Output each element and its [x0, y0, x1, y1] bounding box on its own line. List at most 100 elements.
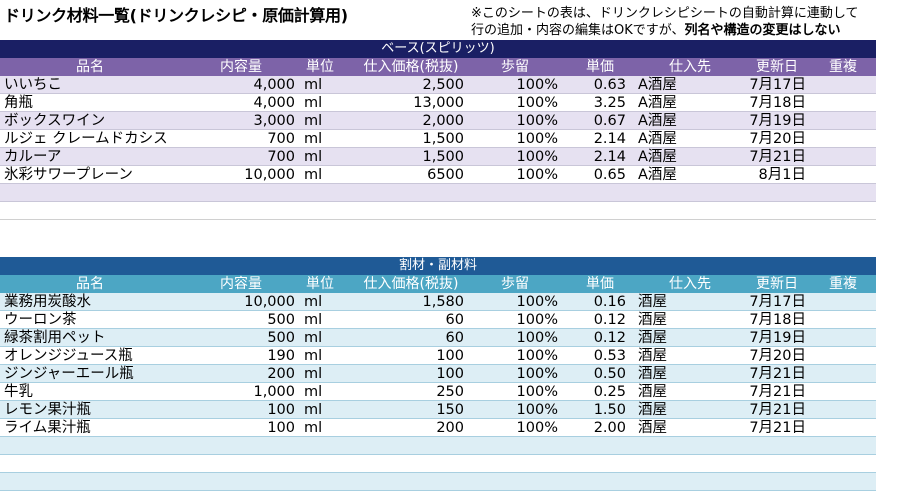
- cell-name[interactable]: いいちこ: [4, 77, 62, 93]
- cell-unit[interactable]: ml: [304, 95, 323, 111]
- column-header-unit[interactable]: 単位: [306, 59, 334, 75]
- cell-name[interactable]: レモン果汁瓶: [4, 402, 91, 418]
- table-row[interactable]: ジンジャーエール瓶 200 ml 100 100% 0.50 酒屋 7月21日: [0, 365, 876, 383]
- column-header-unitprice[interactable]: 単価: [586, 276, 614, 292]
- column-header-yield[interactable]: 歩留: [501, 276, 529, 292]
- table-row[interactable]: 業務用炭酸水 10,000 ml 1,580 100% 0.16 酒屋 7月17日: [0, 293, 876, 311]
- cell-yield[interactable]: 100%: [516, 77, 558, 93]
- cell-unit[interactable]: ml: [304, 312, 323, 328]
- column-header-volume[interactable]: 内容量: [220, 276, 262, 292]
- cell-yield[interactable]: 100%: [516, 330, 558, 346]
- cell-supplier[interactable]: A酒屋: [638, 149, 677, 165]
- cell-supplier[interactable]: 酒屋: [638, 312, 667, 328]
- cell-yield[interactable]: 100%: [516, 348, 558, 364]
- cell-volume[interactable]: 100: [267, 402, 295, 418]
- table-row[interactable]: 氷彩サワープレーン 10,000 ml 6500 100% 0.65 A酒屋 8月1日: [0, 166, 876, 184]
- cell-unit[interactable]: ml: [304, 131, 323, 147]
- cell-updated[interactable]: 7月21日: [749, 384, 806, 400]
- cell-price[interactable]: 150: [436, 402, 464, 418]
- table-row[interactable]: 緑茶割用ペット 500 ml 60 100% 0.12 酒屋 7月19日: [0, 329, 876, 347]
- cell-updated[interactable]: 7月21日: [749, 149, 806, 165]
- cell-unitprice[interactable]: 0.25: [593, 384, 626, 400]
- column-header-unit[interactable]: 単位: [306, 276, 334, 292]
- cell-supplier[interactable]: A酒屋: [638, 131, 677, 147]
- cell-yield[interactable]: 100%: [516, 167, 558, 183]
- cell-supplier[interactable]: A酒屋: [638, 167, 677, 183]
- cell-name[interactable]: 業務用炭酸水: [4, 294, 91, 310]
- table-row[interactable]: [0, 473, 876, 491]
- cell-unit[interactable]: ml: [304, 167, 323, 183]
- cell-volume[interactable]: 1,000: [253, 384, 295, 400]
- cell-price[interactable]: 6500: [427, 167, 464, 183]
- cell-unitprice[interactable]: 0.16: [593, 294, 626, 310]
- cell-volume[interactable]: 700: [267, 131, 295, 147]
- cell-updated[interactable]: 7月17日: [749, 77, 806, 93]
- cell-price[interactable]: 250: [436, 384, 464, 400]
- cell-unit[interactable]: ml: [304, 113, 323, 129]
- table-row[interactable]: ルジェ クレームドカシス 700 ml 1,500 100% 2.14 A酒屋 7月20日: [0, 130, 876, 148]
- cell-updated[interactable]: 7月18日: [749, 95, 806, 111]
- cell-unitprice[interactable]: 0.50: [593, 366, 626, 382]
- cell-yield[interactable]: 100%: [516, 402, 558, 418]
- cell-supplier[interactable]: 酒屋: [638, 384, 667, 400]
- column-header-name[interactable]: 品名: [76, 59, 104, 75]
- cell-yield[interactable]: 100%: [516, 149, 558, 165]
- column-header-unitprice[interactable]: 単価: [586, 59, 614, 75]
- cell-unit[interactable]: ml: [304, 348, 323, 364]
- cell-unitprice[interactable]: 0.67: [593, 113, 626, 129]
- cell-supplier[interactable]: 酒屋: [638, 420, 667, 436]
- table-row[interactable]: ウーロン茶 500 ml 60 100% 0.12 酒屋 7月18日: [0, 311, 876, 329]
- cell-updated[interactable]: 7月20日: [749, 348, 806, 364]
- cell-name[interactable]: 緑茶割用ペット: [4, 330, 106, 346]
- cell-name[interactable]: ルジェ クレームドカシス: [4, 131, 168, 147]
- table-row[interactable]: [0, 455, 876, 473]
- cell-updated[interactable]: 7月17日: [749, 294, 806, 310]
- cell-name[interactable]: カルーア: [4, 149, 62, 165]
- cell-yield[interactable]: 100%: [516, 113, 558, 129]
- cell-volume[interactable]: 10,000: [244, 294, 295, 310]
- column-header-updated[interactable]: 更新日: [756, 276, 798, 292]
- table-row[interactable]: [0, 184, 876, 202]
- cell-yield[interactable]: 100%: [516, 294, 558, 310]
- cell-yield[interactable]: 100%: [516, 384, 558, 400]
- column-header-name[interactable]: 品名: [76, 276, 104, 292]
- cell-supplier[interactable]: 酒屋: [638, 402, 667, 418]
- table-row[interactable]: [0, 437, 876, 455]
- cell-volume[interactable]: 500: [267, 312, 295, 328]
- table-row[interactable]: カルーア 700 ml 1,500 100% 2.14 A酒屋 7月21日: [0, 148, 876, 166]
- cell-name[interactable]: オレンジジュース瓶: [4, 348, 133, 364]
- cell-name[interactable]: 角瓶: [4, 95, 33, 111]
- cell-price[interactable]: 1,500: [422, 131, 464, 147]
- cell-unit[interactable]: ml: [304, 420, 323, 436]
- cell-volume[interactable]: 190: [267, 348, 295, 364]
- column-header-price[interactable]: 仕入価格(税抜): [363, 276, 459, 292]
- cell-yield[interactable]: 100%: [516, 366, 558, 382]
- cell-unitprice[interactable]: 3.25: [593, 95, 626, 111]
- cell-unitprice[interactable]: 0.12: [593, 312, 626, 328]
- cell-updated[interactable]: 7月21日: [749, 420, 806, 436]
- cell-updated[interactable]: 7月20日: [749, 131, 806, 147]
- cell-volume[interactable]: 100: [267, 420, 295, 436]
- cell-yield[interactable]: 100%: [516, 312, 558, 328]
- cell-unitprice[interactable]: 0.63: [593, 77, 626, 93]
- cell-unit[interactable]: ml: [304, 330, 323, 346]
- cell-updated[interactable]: 7月21日: [749, 402, 806, 418]
- cell-updated[interactable]: 7月18日: [749, 312, 806, 328]
- cell-unitprice[interactable]: 2.14: [593, 149, 626, 165]
- cell-name[interactable]: ライム果汁瓶: [4, 420, 91, 436]
- column-header-supplier[interactable]: 仕入先: [669, 276, 711, 292]
- column-header-yield[interactable]: 歩留: [501, 59, 529, 75]
- table-row[interactable]: レモン果汁瓶 100 ml 150 100% 1.50 酒屋 7月21日: [0, 401, 876, 419]
- cell-name[interactable]: ジンジャーエール瓶: [4, 366, 134, 382]
- column-header-updated[interactable]: 更新日: [756, 59, 798, 75]
- cell-unit[interactable]: ml: [304, 402, 323, 418]
- cell-yield[interactable]: 100%: [516, 95, 558, 111]
- cell-unit[interactable]: ml: [304, 384, 323, 400]
- cell-unitprice[interactable]: 0.65: [593, 167, 626, 183]
- cell-price[interactable]: 1,500: [422, 149, 464, 165]
- cell-volume[interactable]: 3,000: [253, 113, 295, 129]
- cell-price[interactable]: 1,580: [422, 294, 464, 310]
- table-row[interactable]: オレンジジュース瓶 190 ml 100 100% 0.53 酒屋 7月20日: [0, 347, 876, 365]
- cell-price[interactable]: 100: [436, 366, 464, 382]
- table-row[interactable]: ライム果汁瓶 100 ml 200 100% 2.00 酒屋 7月21日: [0, 419, 876, 437]
